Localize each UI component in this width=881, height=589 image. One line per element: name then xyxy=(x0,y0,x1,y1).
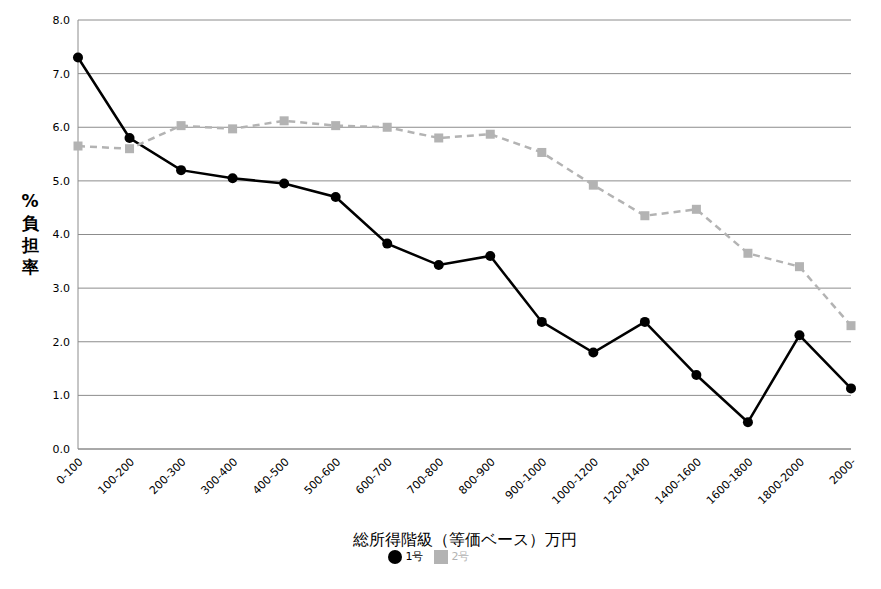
svg-text:1.0: 1.0 xyxy=(53,389,71,402)
svg-text:1600-1800: 1600-1800 xyxy=(704,455,756,507)
svg-text:900-1000: 900-1000 xyxy=(503,455,550,502)
svg-text:400-500: 400-500 xyxy=(250,455,292,497)
svg-text:5.0: 5.0 xyxy=(53,175,71,188)
svg-text:6.0: 6.0 xyxy=(53,121,71,134)
svg-text:200-300: 200-300 xyxy=(147,455,189,497)
html-text:1号: 1号 xyxy=(405,550,424,563)
svg-text:0.0: 0.0 xyxy=(53,443,71,456)
svg-text:700-800: 700-800 xyxy=(405,455,447,497)
svg-text:800-900: 800-900 xyxy=(456,455,498,497)
svg-text:1400-1600: 1400-1600 xyxy=(652,455,704,507)
svg-text:2.0: 2.0 xyxy=(53,336,71,349)
svg-text:4.0: 4.0 xyxy=(53,228,71,241)
svg-text:1800-2000: 1800-2000 xyxy=(756,455,808,507)
svg-text:負: 負 xyxy=(22,213,40,233)
svg-text:0-100: 0-100 xyxy=(54,455,86,487)
svg-text:600-700: 600-700 xyxy=(353,455,395,497)
svg-text:3.0: 3.0 xyxy=(53,282,71,295)
svg-text:1000-1200: 1000-1200 xyxy=(549,455,601,507)
svg-text:300-400: 300-400 xyxy=(199,455,241,497)
svg-text:総所得階級（等価ベース）万円: 総所得階級（等価ベース）万円 xyxy=(352,530,577,549)
svg-text:500-600: 500-600 xyxy=(302,455,344,497)
svg-text:%: % xyxy=(21,191,38,211)
svg-text:1200-1400: 1200-1400 xyxy=(601,455,653,507)
svg-text:率: 率 xyxy=(21,257,39,277)
html-text:2号: 2号 xyxy=(451,550,470,563)
svg-text:100-200: 100-200 xyxy=(95,455,137,497)
svg-text:7.0: 7.0 xyxy=(53,68,71,81)
svg-text:8.0: 8.0 xyxy=(53,14,71,27)
svg-text:2000-: 2000- xyxy=(827,455,859,487)
svg-text:担: 担 xyxy=(21,235,39,255)
